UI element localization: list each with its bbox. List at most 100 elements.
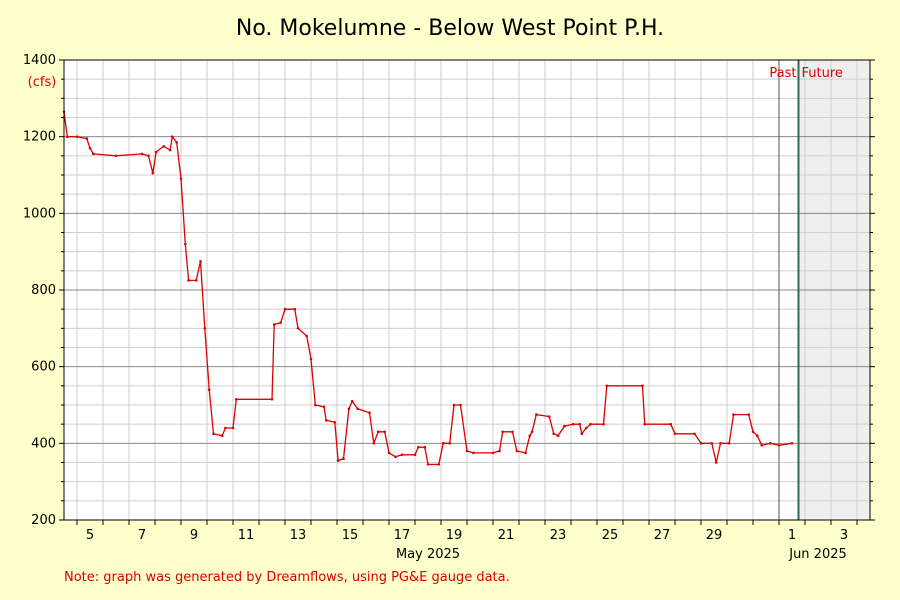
flow-point: [85, 137, 89, 140]
flow-point: [154, 150, 158, 154]
flow-point: [777, 444, 781, 447]
y-tick-label: 400: [31, 436, 56, 451]
flow-point: [515, 449, 519, 453]
flow-point: [342, 457, 345, 461]
x-tick-label: 5: [86, 528, 94, 543]
x-tick-label: 1: [788, 528, 796, 543]
flow-point: [448, 442, 452, 445]
flow-point: [584, 426, 588, 430]
flow-point: [322, 405, 326, 409]
flow-point: [92, 152, 95, 156]
flow-point: [212, 432, 215, 436]
flow-point: [394, 455, 397, 459]
x-axis: 5 7 9 11 13 15 17 19 21 23 25 27 29 1 3: [76, 520, 858, 543]
flow-point: [643, 422, 646, 426]
flow-point: [452, 403, 456, 407]
flow-point: [140, 152, 144, 156]
flow-point: [309, 357, 313, 361]
flow-point: [171, 135, 174, 138]
flow-point: [114, 154, 118, 158]
footnote: Note: graph was generated by Dreamflows,…: [64, 570, 510, 585]
flow-point: [790, 442, 794, 445]
flow-point: [501, 430, 505, 434]
flow-point: [175, 141, 178, 144]
flow-point: [88, 146, 92, 150]
flow-line-series: [63, 111, 793, 466]
flow-point: [769, 442, 772, 445]
flow-point: [727, 442, 731, 445]
flow-point: [426, 463, 430, 466]
flow-point: [324, 419, 328, 422]
flow-point: [699, 442, 703, 445]
flow-point: [417, 445, 420, 449]
flow-point: [350, 399, 354, 403]
flow-point: [552, 432, 555, 436]
flow-point: [571, 422, 575, 426]
flow-point: [465, 449, 469, 453]
x-tick-label: 9: [190, 528, 198, 543]
chart-title: No. Mokelumne - Below West Point P.H.: [236, 16, 664, 41]
x-tick-label: 7: [138, 528, 146, 543]
flow-point: [199, 260, 202, 263]
flow-point: [272, 323, 276, 326]
y-axis: 200 400 600 800 1000 1200 1400: [23, 53, 875, 528]
flow-point: [548, 415, 551, 418]
flow-point: [563, 424, 566, 428]
flow-point: [147, 154, 150, 158]
x-tick-label: 23: [550, 528, 567, 543]
month-label-jun: Jun 2025: [788, 547, 847, 562]
flow-point: [669, 422, 672, 426]
flow-point: [714, 461, 718, 464]
flow-point: [356, 407, 359, 411]
flow-point: [187, 279, 190, 282]
flow-point: [589, 422, 592, 426]
flow-point: [387, 451, 391, 455]
flow-point: [528, 434, 532, 438]
flow-point: [498, 449, 501, 453]
y-tick-label: 800: [31, 283, 56, 298]
flow-point: [372, 442, 376, 445]
flow-point: [472, 451, 475, 455]
flow-point: [66, 135, 69, 138]
flow-point: [602, 422, 605, 426]
flow-point: [235, 398, 238, 401]
flow-point: [194, 279, 198, 282]
flow-point: [530, 430, 534, 434]
flow-point: [732, 413, 735, 416]
flow-point: [441, 442, 445, 445]
x-tick-label: 11: [238, 528, 255, 543]
flow-point: [279, 321, 283, 324]
flow-point: [423, 445, 427, 449]
x-tick-label: 13: [290, 528, 307, 543]
flow-point: [231, 426, 235, 430]
flow-point: [491, 451, 495, 455]
flow-point: [535, 413, 538, 416]
flow-point: [756, 434, 759, 438]
flow-point: [413, 453, 417, 457]
flow-point: [751, 430, 755, 434]
x-tick-label: 17: [394, 528, 411, 543]
flow-point: [578, 422, 581, 426]
flow-point: [511, 430, 514, 434]
flow-point: [400, 453, 404, 457]
x-tick-label: 27: [654, 528, 671, 543]
past-label: Past: [769, 66, 796, 81]
flow-point: [207, 388, 211, 392]
flow-point: [747, 413, 750, 416]
flow-point: [336, 459, 340, 462]
flow-point: [293, 307, 297, 311]
flow-point: [162, 145, 165, 148]
flow-point: [693, 432, 696, 436]
y-tick-label: 200: [31, 513, 56, 528]
flow-point: [305, 334, 309, 338]
x-tick-label: 29: [706, 528, 723, 543]
x-tick-label: 3: [840, 528, 848, 543]
future-label: Future: [802, 66, 843, 81]
flow-point: [383, 430, 387, 434]
flow-point: [556, 434, 560, 438]
flow-point: [524, 451, 527, 455]
flow-point: [203, 327, 207, 330]
flow-points: [62, 110, 794, 466]
flow-point: [719, 442, 722, 445]
